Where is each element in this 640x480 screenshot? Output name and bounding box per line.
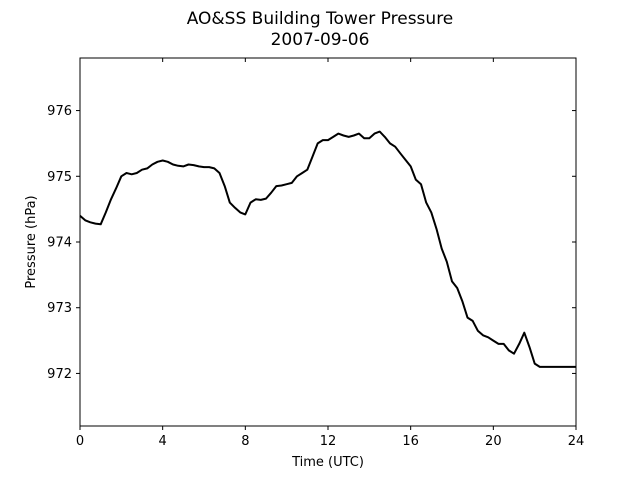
plot-frame bbox=[79, 57, 577, 427]
y-tick-label: 976 bbox=[47, 104, 72, 119]
y-tick-label: 974 bbox=[47, 236, 72, 251]
y-tick-label: 973 bbox=[47, 301, 72, 316]
y-axis-ticks: 972 973 974 975 976 bbox=[47, 104, 576, 382]
x-tick-label: 16 bbox=[402, 434, 419, 449]
x-tick-label: 12 bbox=[320, 434, 337, 449]
x-tick-label: 0 bbox=[76, 434, 84, 449]
y-tick-label: 972 bbox=[47, 367, 72, 382]
x-axis-ticks: 0 4 8 12 16 20 24 bbox=[76, 58, 584, 449]
x-tick-label: 8 bbox=[241, 434, 249, 449]
x-tick-label: 20 bbox=[485, 434, 502, 449]
chart-subtitle: 2007-09-06 bbox=[271, 30, 370, 50]
x-tick-label: 4 bbox=[159, 434, 167, 449]
y-axis-label: Pressure (hPa) bbox=[24, 195, 39, 288]
plot-area: 0 4 8 12 16 20 24 972 973 974 975 976 bbox=[47, 57, 584, 449]
pressure-series-line bbox=[79, 130, 576, 368]
y-tick-label: 975 bbox=[47, 170, 72, 185]
x-tick-label: 24 bbox=[568, 434, 585, 449]
x-axis-label: Time (UTC) bbox=[291, 455, 364, 470]
chart-title: AO&SS Building Tower Pressure bbox=[187, 9, 454, 29]
